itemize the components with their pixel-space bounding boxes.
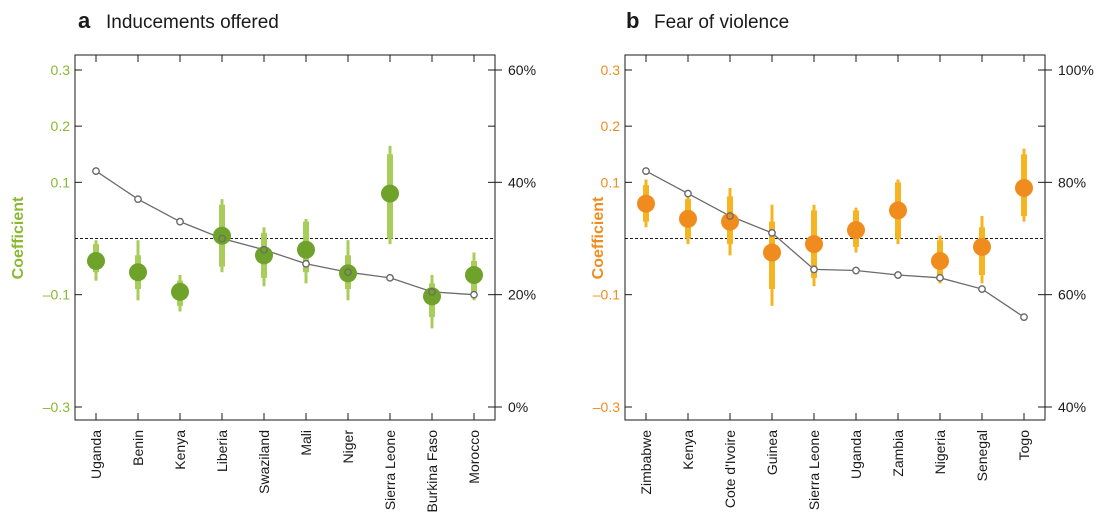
left-tick-label: 0.1 xyxy=(601,174,621,190)
x-category-label: Cote d'Ivoire xyxy=(722,430,738,508)
panel-b-title: Fear of violence xyxy=(654,12,789,33)
x-category-label: Niger xyxy=(340,430,356,464)
coefficient-point xyxy=(679,209,697,228)
panel-b-y-axis-label: Coefficient xyxy=(590,196,607,279)
share-point-outline xyxy=(684,189,692,198)
coefficient-point xyxy=(805,235,823,254)
share-point-outline xyxy=(176,217,184,226)
x-category-label: Benin xyxy=(130,430,146,466)
share-point-outline xyxy=(810,265,818,274)
left-tick-label: 0.1 xyxy=(51,174,71,190)
x-category-label: Uganda xyxy=(88,430,104,479)
x-category-label: Burkina Faso xyxy=(424,430,440,513)
x-category-label: Senegal xyxy=(974,430,990,481)
left-tick-label: –0.3 xyxy=(593,399,620,415)
x-category-label: Guinea xyxy=(764,430,780,475)
coefficient-point xyxy=(973,237,991,256)
left-tick-label: 0.3 xyxy=(51,62,71,78)
share-point-outline xyxy=(92,167,100,175)
coefficient-point xyxy=(423,287,441,306)
x-category-label: Morocco xyxy=(466,430,482,484)
coefficient-point xyxy=(1015,178,1033,197)
coefficient-point xyxy=(721,212,739,231)
x-category-label: Uganda xyxy=(848,430,864,479)
coefficient-point xyxy=(637,194,655,213)
coefficient-point xyxy=(889,201,907,220)
plot-frame xyxy=(624,54,1046,421)
share-point-outline xyxy=(428,288,436,296)
left-tick-label: 0.2 xyxy=(51,118,71,134)
left-tick-label: –0.1 xyxy=(593,287,620,303)
coefficient-point xyxy=(847,221,865,240)
x-category-label: Zambia xyxy=(890,430,906,477)
x-category-label: Mali xyxy=(298,430,314,456)
left-tick-label: 0.3 xyxy=(601,62,621,78)
plot-frame xyxy=(74,54,496,421)
coefficient-point xyxy=(381,184,399,203)
share-point-outline xyxy=(768,229,776,237)
x-category-label: Sierra Leone xyxy=(382,430,398,510)
share-point-outline xyxy=(936,274,944,282)
right-tick-label: 60% xyxy=(508,62,536,78)
coefficient-point xyxy=(465,266,483,285)
coefficient-point xyxy=(171,282,189,301)
x-category-label: Nigeria xyxy=(932,430,948,475)
share-line-series xyxy=(645,170,1025,318)
left-tick-label: –0.1 xyxy=(43,287,70,303)
coefficient-point xyxy=(339,264,357,283)
share-point-outline xyxy=(386,274,394,282)
panel-b-letter: b xyxy=(626,8,639,33)
panel-a-letter: a xyxy=(78,8,91,33)
x-category-label: Togo xyxy=(1016,430,1032,461)
panel-a-y-axis-label: Coefficient xyxy=(10,196,27,279)
share-point-outline xyxy=(218,234,226,243)
left-tick-label: 0.2 xyxy=(601,118,621,134)
coefficient-point xyxy=(255,246,273,265)
coefficient-point xyxy=(129,263,147,282)
share-point-outline xyxy=(134,195,142,203)
panel-a-plot: 0.3 0.2 0.1 –0.1 –0.3 60% 40% 20% 0% Uganda Benin K… xyxy=(43,54,536,513)
share-point-outline xyxy=(642,167,650,175)
share-point-outline xyxy=(852,266,860,275)
share-point-outline xyxy=(1020,313,1028,321)
share-point-outline xyxy=(470,290,478,299)
x-category-label: Kenya xyxy=(680,430,696,470)
share-point-outline xyxy=(978,285,986,293)
share-point-outline xyxy=(344,268,352,277)
coefficient-point xyxy=(763,243,781,262)
right-tick-label: 80% xyxy=(1058,174,1086,190)
x-category-label: Kenya xyxy=(172,430,188,470)
right-tick-label: 0% xyxy=(508,399,528,415)
coefficient-point xyxy=(87,251,105,270)
share-point-outline xyxy=(260,245,268,254)
coefficient-point xyxy=(297,240,315,259)
share-point-outline xyxy=(894,271,902,279)
right-tick-label: 100% xyxy=(1058,62,1094,78)
share-line-series xyxy=(95,170,475,296)
coefficient-point xyxy=(931,251,949,270)
x-category-label: Sierra Leone xyxy=(806,430,822,510)
panel-a-title: Inducements offered xyxy=(106,12,279,33)
right-tick-label: 20% xyxy=(508,287,536,303)
x-category-label: Liberia xyxy=(214,430,230,472)
right-tick-label: 40% xyxy=(1058,399,1086,415)
share-point-outline xyxy=(726,212,734,220)
left-tick-label: –0.3 xyxy=(43,399,70,415)
panel-b-plot: 0.3 0.2 0.1 –0.1 –0.3 100% 80% 60% 40% Zimbabwe Ke… xyxy=(593,54,1094,510)
right-tick-label: 40% xyxy=(508,174,536,190)
x-category-label: Swaziland xyxy=(256,430,272,494)
share-point-outline xyxy=(302,259,310,268)
x-category-label: Zimbabwe xyxy=(638,430,654,495)
right-tick-label: 60% xyxy=(1058,287,1086,303)
